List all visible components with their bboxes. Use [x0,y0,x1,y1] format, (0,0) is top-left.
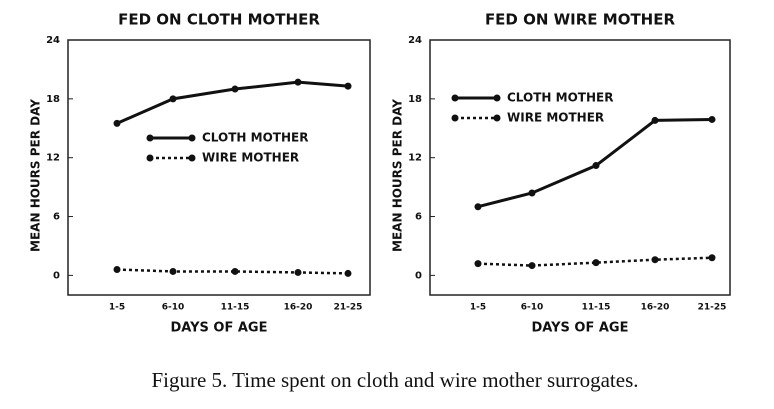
data-point [169,95,177,103]
x-tick-label: 6-10 [162,303,185,313]
legend-label: CLOTH MOTHER [507,91,613,105]
legend-label: WIRE MOTHER [507,111,604,125]
data-point [708,115,716,123]
data-point [474,203,482,211]
data-point [708,254,716,262]
x-tick-label: 21-25 [334,303,363,313]
y-tick-label: 0 [415,270,422,281]
x-tick-label: 6-10 [521,303,544,313]
data-point [651,116,659,124]
y-tick-label: 6 [415,212,422,223]
legend-marker [146,134,154,142]
legend-label: CLOTH MOTHER [202,131,308,145]
y-tick-label: 0 [53,270,60,281]
data-point [592,259,600,267]
x-axis-label: DAYS OF AGE [532,321,629,336]
x-tick-label: 11-15 [221,303,250,313]
data-point [592,162,600,170]
series-line [116,268,349,275]
data-point [344,269,352,277]
y-axis-label: MEAN HOURS PER DAY [391,99,405,252]
y-tick-label: 12 [46,153,60,164]
y-tick-label: 6 [53,212,60,223]
data-point [651,256,659,264]
x-tick-label: 11-15 [582,303,611,313]
x-tick-label: 16-20 [641,303,670,313]
x-tick-label: 16-20 [284,303,313,313]
data-point [528,262,536,270]
data-point [231,85,239,93]
data-point [528,189,536,197]
legend-marker [493,94,501,102]
x-tick-label: 1-5 [109,303,125,313]
data-point [294,78,302,86]
y-axis-label: MEAN HOURS PER DAY [29,99,43,252]
y-tick-label: 18 [408,94,422,105]
data-point [113,119,121,127]
chart-title: FED ON WIRE MOTHER [485,11,676,29]
data-point [474,260,482,268]
series-line [477,256,713,267]
data-point [231,267,239,275]
plot-frame [67,39,371,296]
data-point [169,267,177,275]
legend-marker [493,114,501,122]
y-tick-label: 24 [408,35,422,46]
legend-marker [451,94,459,102]
caption: Figure 5. Time spent on cloth and wire m… [151,368,638,392]
legend-marker [188,134,196,142]
data-point [113,266,121,273]
x-tick-label: 1-5 [470,303,486,313]
y-tick-label: 12 [408,153,422,164]
legend-marker [188,154,196,162]
legend-marker [146,154,154,162]
legend-label: WIRE MOTHER [202,151,299,165]
y-tick-label: 24 [46,35,60,46]
x-tick-label: 21-25 [698,303,727,313]
data-point [344,82,352,90]
x-axis-label: DAYS OF AGE [171,321,268,336]
legend-marker [451,114,459,122]
y-tick-label: 18 [46,94,60,105]
data-point [294,268,302,276]
chart-title: FED ON CLOTH MOTHER [118,11,320,29]
plot-frame [429,39,731,296]
